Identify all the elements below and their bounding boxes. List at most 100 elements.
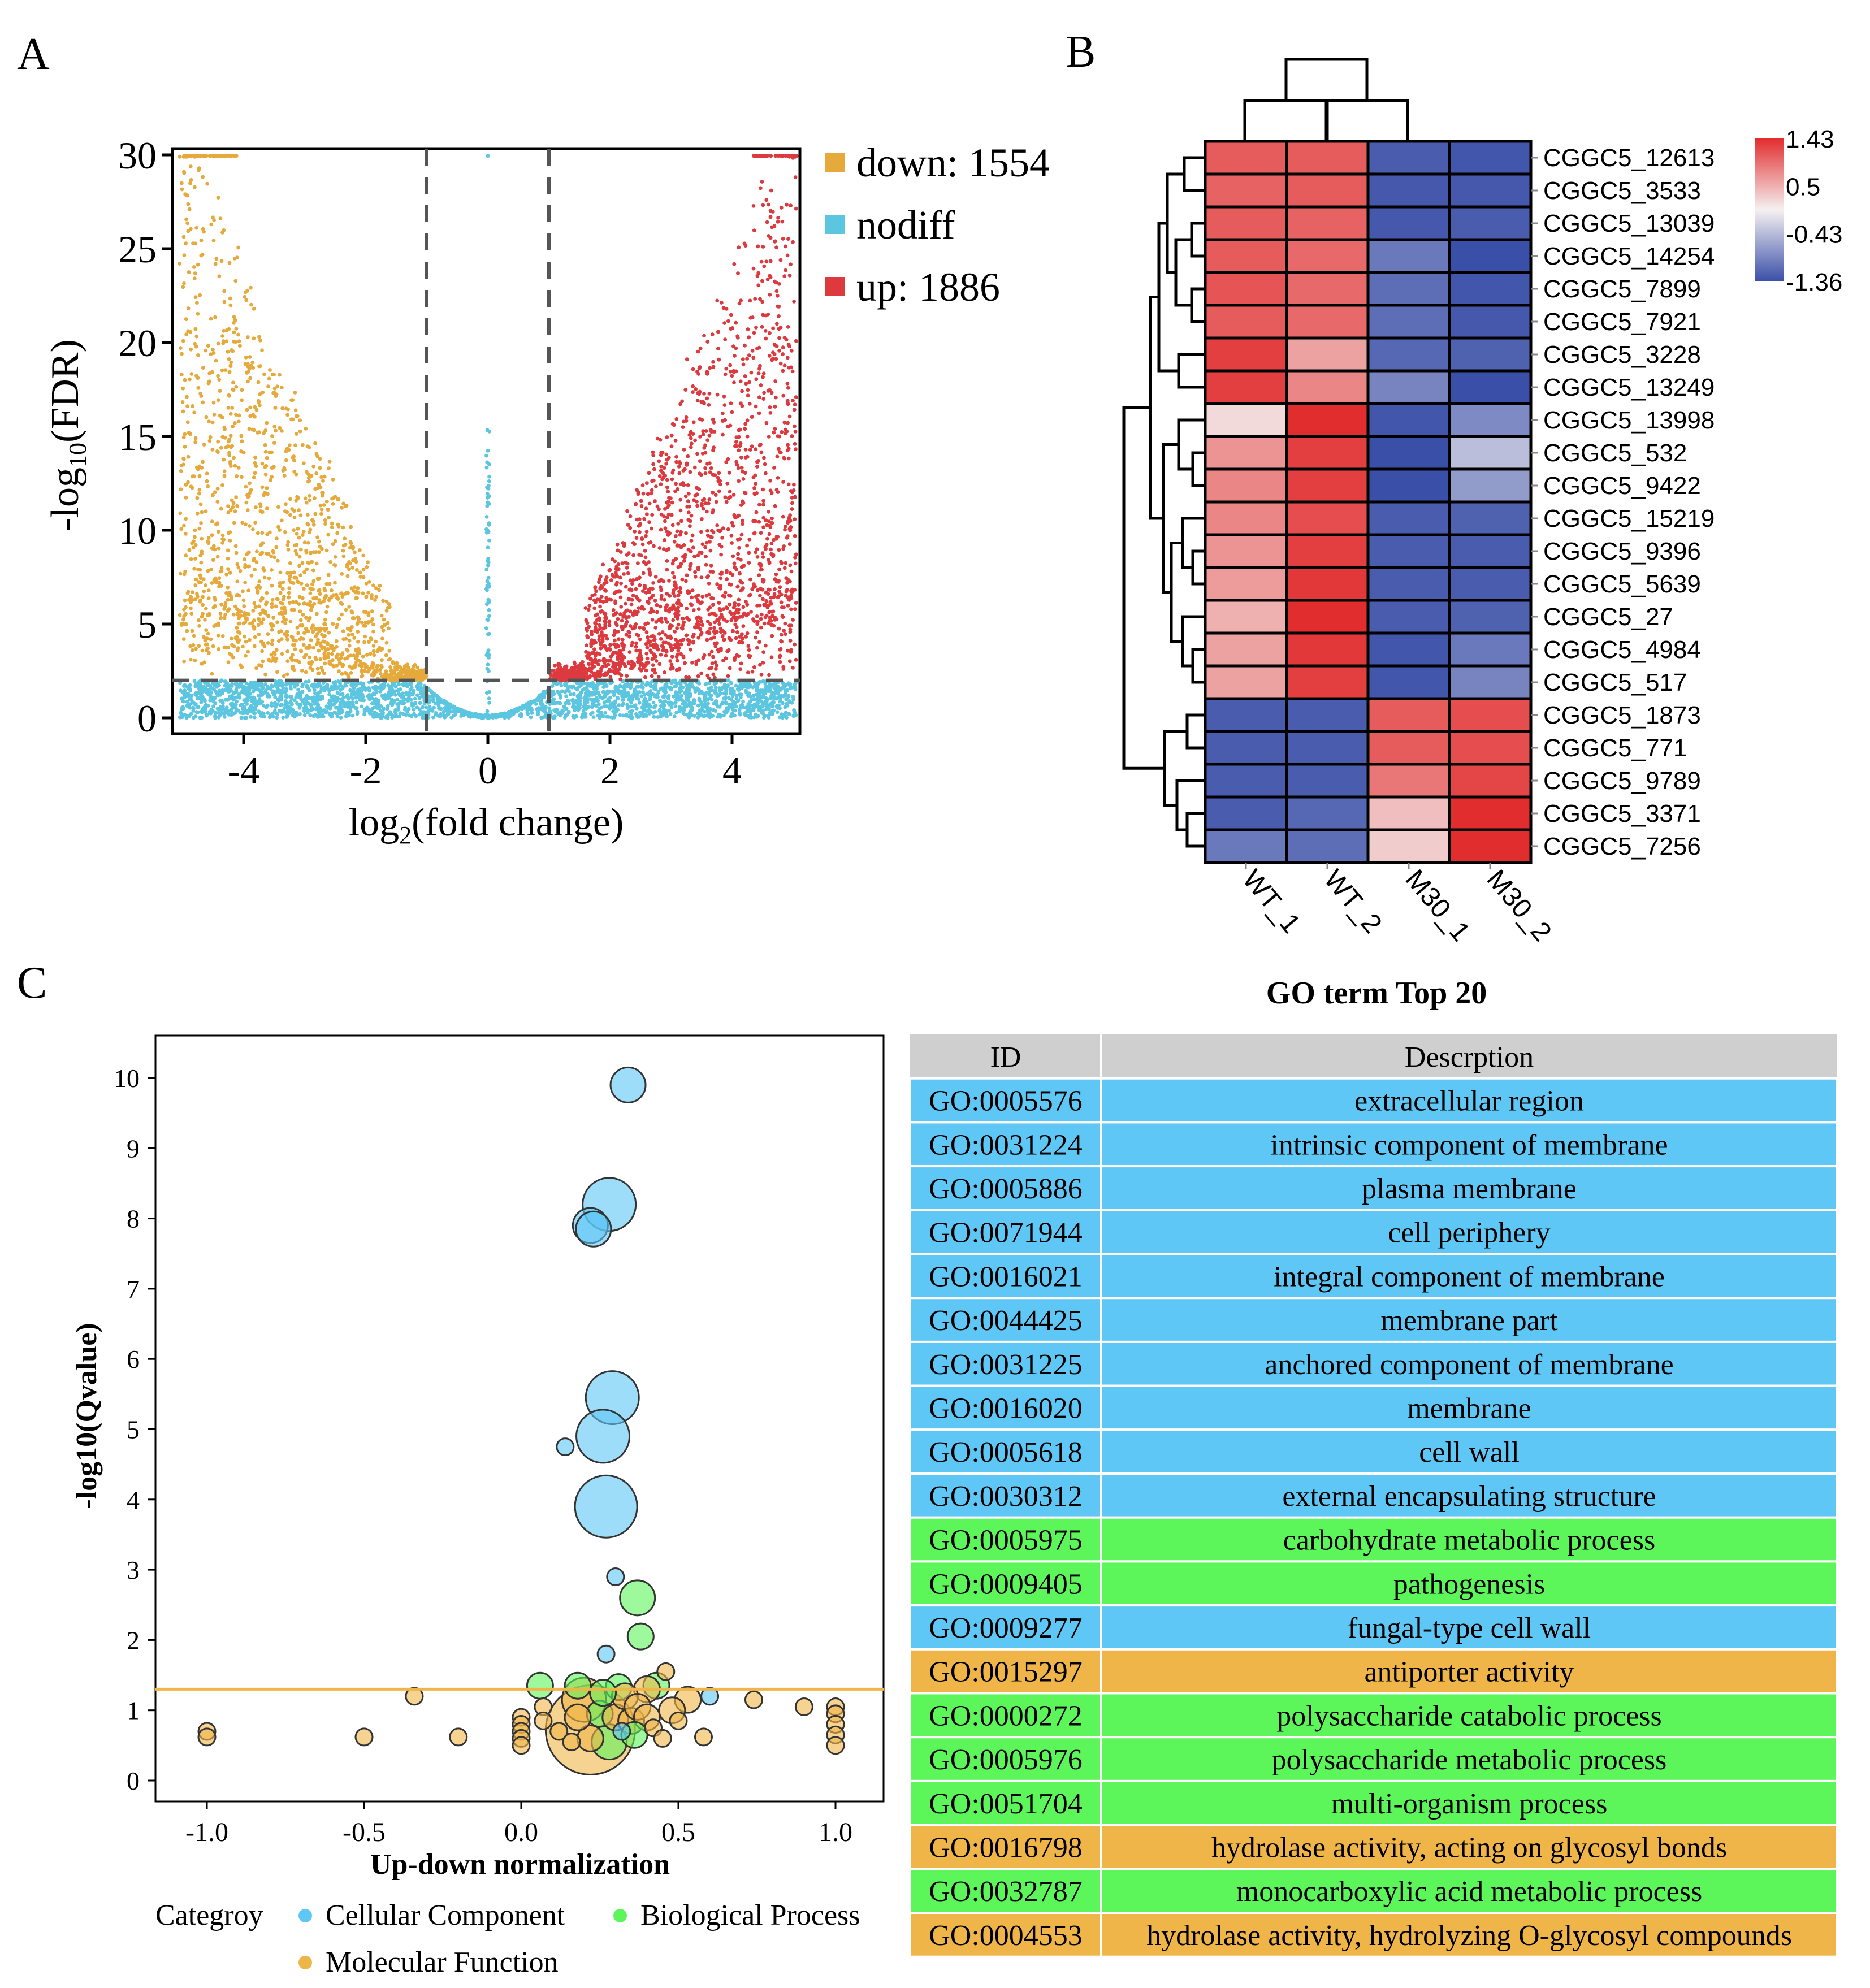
volcano-point xyxy=(717,693,721,698)
volcano-point xyxy=(653,626,658,630)
volcano-point xyxy=(179,623,184,627)
volcano-point xyxy=(295,531,299,536)
volcano-point xyxy=(222,300,227,304)
volcano-point xyxy=(599,710,603,714)
volcano-point xyxy=(289,697,294,701)
volcano-point xyxy=(372,653,376,657)
volcano-point xyxy=(244,681,249,686)
volcano-point xyxy=(718,482,722,487)
volcano-point xyxy=(341,554,346,558)
volcano-point xyxy=(293,575,298,580)
volcano-point xyxy=(187,431,191,435)
volcano-point xyxy=(226,556,230,561)
volcano-point xyxy=(641,571,646,575)
volcano-point xyxy=(772,682,776,686)
volcano-point xyxy=(691,384,695,388)
volcano-point xyxy=(219,566,224,570)
volcano-point xyxy=(313,512,318,516)
volcano-point xyxy=(240,439,244,444)
volcano-point xyxy=(487,479,491,483)
volcano-point xyxy=(226,504,230,509)
volcano-point xyxy=(350,633,354,637)
volcano-point xyxy=(341,629,345,634)
volcano-point xyxy=(566,709,571,714)
volcano-point xyxy=(298,573,303,577)
volcano-point xyxy=(717,686,722,690)
volcano-point xyxy=(266,711,270,715)
volcano-point xyxy=(772,700,776,705)
volcano-point xyxy=(296,631,300,635)
volcano-point xyxy=(358,548,362,552)
volcano-point xyxy=(211,558,215,562)
volcano-point xyxy=(748,592,752,597)
volcano-point xyxy=(613,638,617,643)
volcano-point xyxy=(351,703,355,707)
volcano-point xyxy=(395,702,400,706)
volcano-point xyxy=(256,431,259,435)
volcano-point xyxy=(203,618,207,622)
volcano-point xyxy=(350,625,354,629)
volcano-point xyxy=(317,671,321,675)
volcano-point xyxy=(591,700,596,704)
volcano-point xyxy=(280,690,285,694)
volcano-point xyxy=(271,684,275,688)
volcano-point xyxy=(226,660,231,664)
volcano-point xyxy=(209,637,213,642)
volcano-point xyxy=(667,708,671,713)
volcano-point xyxy=(180,696,185,701)
volcano-point xyxy=(206,596,211,600)
volcano-point xyxy=(529,707,534,711)
volcano-point xyxy=(620,703,625,707)
volcano-point xyxy=(292,668,296,672)
volcano-point xyxy=(240,703,244,707)
volcano-point xyxy=(692,699,697,703)
volcano-point xyxy=(412,712,416,716)
volcano-point xyxy=(245,335,250,339)
volcano-point xyxy=(228,508,233,512)
volcano-point xyxy=(768,688,773,692)
volcano-point xyxy=(769,491,774,495)
volcano-point xyxy=(204,690,209,695)
volcano-point xyxy=(354,700,358,704)
volcano-point xyxy=(224,339,229,344)
volcano-point xyxy=(184,496,188,500)
volcano-point xyxy=(603,612,608,616)
volcano-point xyxy=(486,545,490,550)
volcano-point xyxy=(707,713,712,718)
volcano-point xyxy=(648,692,652,696)
volcano-point xyxy=(548,709,552,713)
volcano-point xyxy=(274,428,278,433)
volcano-point xyxy=(295,625,300,630)
volcano-point xyxy=(278,426,282,430)
volcano-point xyxy=(402,701,406,705)
volcano-point xyxy=(211,351,216,355)
volcano-point xyxy=(296,579,300,583)
volcano-point xyxy=(284,688,288,693)
volcano-point xyxy=(254,464,258,469)
volcano-point xyxy=(214,714,218,719)
volcano-point xyxy=(759,708,763,712)
volcano-point xyxy=(525,708,530,712)
volcano-point xyxy=(638,530,642,534)
volcano-point xyxy=(487,696,491,700)
volcano-point xyxy=(414,675,418,679)
volcano-point xyxy=(260,596,265,601)
volcano-point xyxy=(747,402,752,406)
volcano-point xyxy=(240,475,244,479)
volcano-point xyxy=(330,588,334,592)
volcano-point xyxy=(679,530,683,534)
volcano-point xyxy=(211,215,215,220)
volcano-point xyxy=(273,406,278,410)
volcano-point xyxy=(360,683,365,687)
volcano-point xyxy=(204,348,208,353)
volcano-point xyxy=(598,623,601,627)
volcano-point xyxy=(736,466,741,470)
volcano-point xyxy=(241,685,245,690)
volcano-point xyxy=(738,379,743,384)
volcano-point xyxy=(371,644,376,648)
volcano-point xyxy=(193,295,198,300)
volcano-point xyxy=(711,417,715,422)
volcano-point xyxy=(645,709,650,713)
volcano-point xyxy=(193,436,198,440)
volcano-point xyxy=(306,540,310,545)
